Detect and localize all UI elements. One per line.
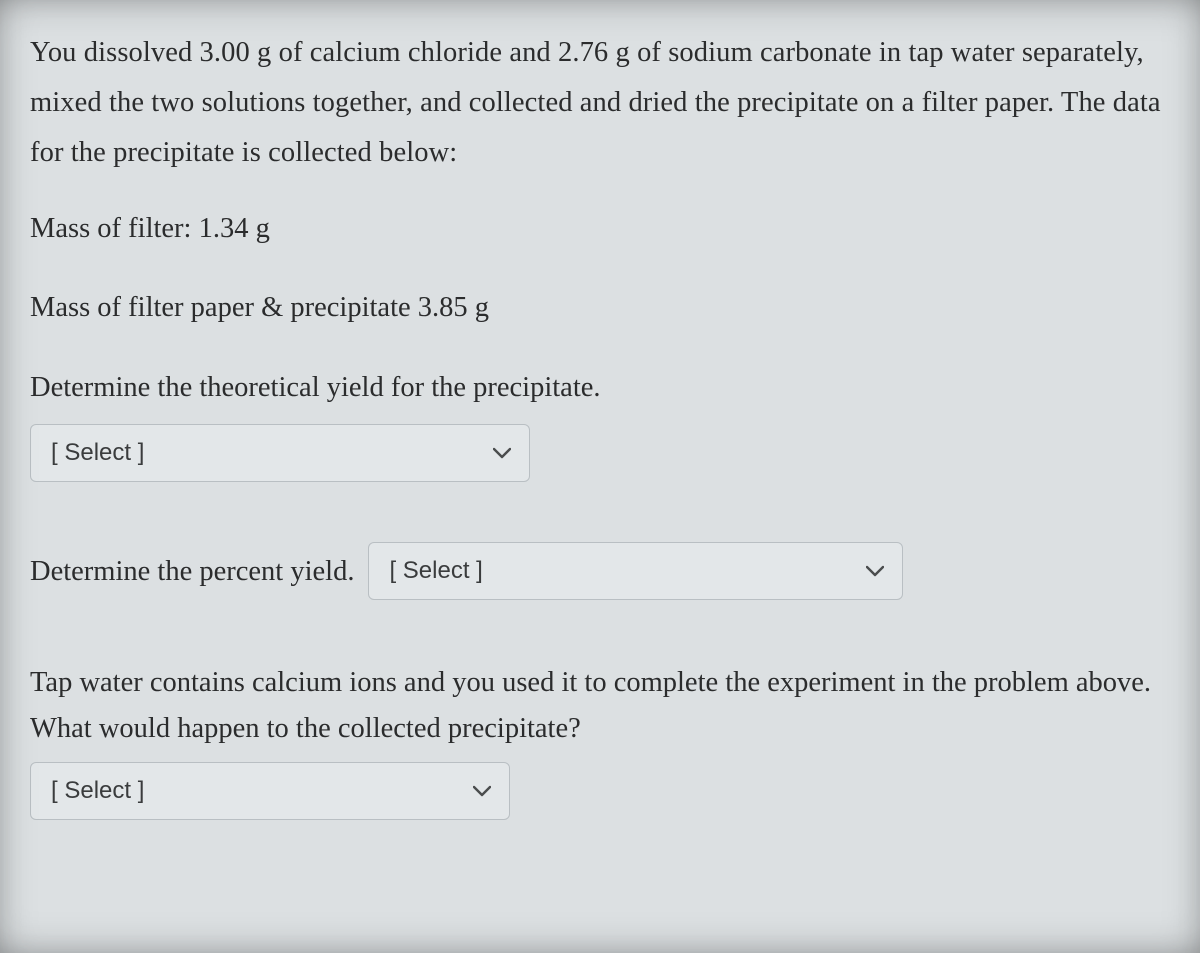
- chevron-down-icon: [866, 565, 884, 577]
- q3-select-label: [ Select ]: [51, 777, 144, 805]
- q2-prompt: Determine the percent yield.: [30, 549, 354, 595]
- q1-select[interactable]: [ Select ]: [30, 424, 530, 482]
- chevron-down-icon: [473, 785, 491, 797]
- question-1: Determine the theoretical yield for the …: [30, 365, 1180, 483]
- q1-select-label: [ Select ]: [51, 439, 144, 467]
- q2-select[interactable]: [ Select ]: [368, 542, 903, 600]
- intro-paragraph: You dissolved 3.00 g of calcium chloride…: [30, 28, 1180, 178]
- mass-filter-line: Mass of filter: 1.34 g: [30, 206, 1180, 252]
- question-2: Determine the percent yield. [ Select ]: [30, 542, 1180, 600]
- q3-prompt: Tap water contains calcium ions and you …: [30, 660, 1180, 751]
- mass-filter-precipitate-line: Mass of filter paper & precipitate 3.85 …: [30, 285, 1180, 331]
- q1-prompt: Determine the theoretical yield for the …: [30, 365, 1180, 411]
- q3-select[interactable]: [ Select ]: [30, 762, 510, 820]
- chevron-down-icon: [493, 447, 511, 459]
- question-3: Tap water contains calcium ions and you …: [30, 660, 1180, 819]
- q2-select-label: [ Select ]: [389, 557, 482, 585]
